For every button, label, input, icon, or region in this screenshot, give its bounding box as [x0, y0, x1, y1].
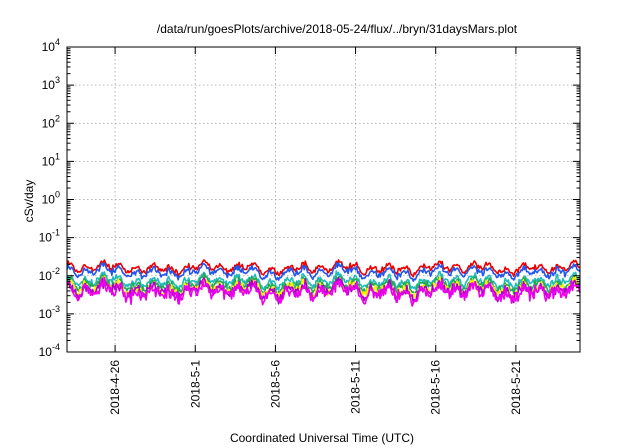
axis-ticks [67, 46, 580, 353]
chart-title: /data/run/goesPlots/archive/2018-05-24/f… [157, 22, 518, 36]
x-tick-label: 2018-5-16 [429, 360, 443, 415]
x-tick-label: 2018-4-26 [108, 360, 122, 415]
y-tick-label: 10-2 [39, 266, 60, 283]
x-tick-label: 2018-5-1 [188, 360, 202, 408]
series-line-1 [66, 262, 581, 282]
y-axis-label: cSv/day [22, 180, 36, 223]
grid-lines [67, 47, 580, 352]
y-tick-label: 102 [42, 113, 60, 130]
x-tick-label: 2018-5-11 [349, 360, 363, 414]
y-tick-label: 104 [42, 37, 60, 54]
series-line-6 [66, 276, 581, 307]
y-tick-labels: 10-4 10-3 10-2 10-1 100 101 102 103 104 [39, 37, 60, 359]
y-tick-label: 10-4 [39, 342, 60, 359]
y-tick-label: 103 [42, 75, 60, 92]
x-axis-label: Coordinated Universal Time (UTC) [230, 431, 414, 445]
y-tick-label: 100 [42, 190, 60, 207]
y-tick-label: 10-1 [39, 228, 60, 245]
x-tick-label: 2018-5-21 [509, 360, 523, 415]
x-tick-labels: 2018-4-26 2018-5-1 2018-5-6 2018-5-11 2018-5… [108, 360, 523, 415]
series-line-0 [66, 259, 580, 278]
series-line-2 [66, 270, 581, 293]
x-tick-label: 2018-5-6 [268, 360, 282, 408]
series-line-5 [66, 276, 581, 305]
series-lines [66, 259, 581, 307]
y-tick-label: 10-3 [39, 304, 60, 321]
y-tick-label: 101 [42, 151, 60, 168]
